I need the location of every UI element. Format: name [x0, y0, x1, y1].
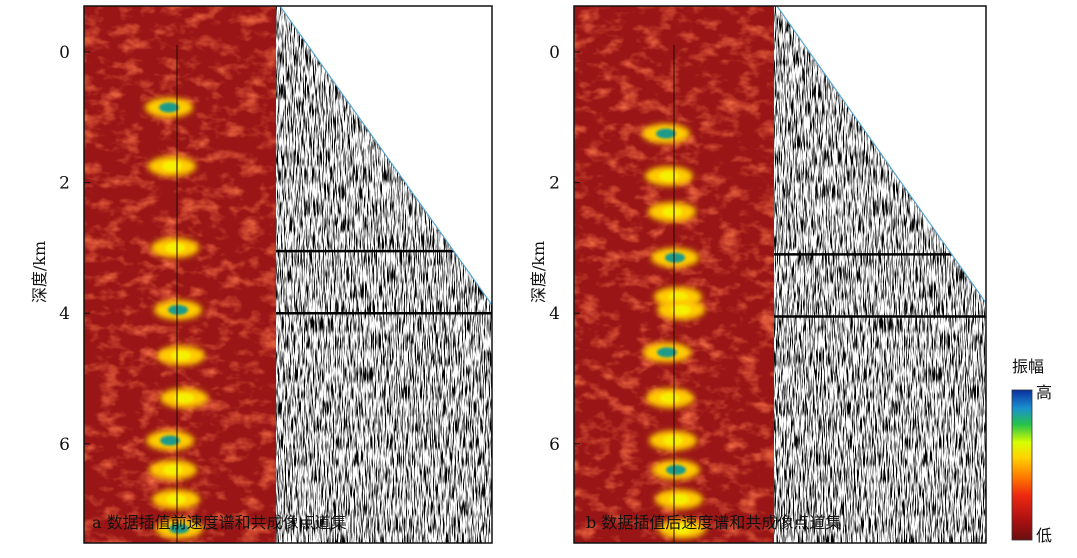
- mute-edge-b: [776, 5, 987, 304]
- depth-axis-a: 0 2 4 6: [59, 43, 90, 455]
- hotspots-b: [642, 123, 706, 539]
- hotspot: [154, 299, 202, 320]
- hotspot: [651, 247, 699, 268]
- panel-b: 0 2 4 6 深度/km b 数据插值后速度谱和共成像点道集: [529, 5, 987, 544]
- hotspot: [642, 123, 690, 144]
- depth-tick-label: 0: [59, 43, 70, 63]
- depth-tick-label: 4: [549, 304, 560, 324]
- hotspot: [648, 201, 696, 222]
- hotspot: [649, 430, 697, 451]
- depth-tick-label: 0: [549, 43, 560, 63]
- depth-tick-label: 6: [59, 435, 70, 455]
- hotspot: [643, 342, 691, 363]
- panel-caption-b: b 数据插值后速度谱和共成像点道集: [586, 513, 841, 532]
- depth-axis-title-a: 深度/km: [30, 241, 49, 303]
- colorbar-high-label: 高: [1036, 383, 1052, 402]
- hotspot: [652, 459, 700, 480]
- hotspot: [148, 156, 196, 177]
- hotspot: [157, 345, 205, 366]
- depth-tick-label: 2: [549, 174, 560, 194]
- depth-axis-b: 0 2 4 6: [549, 43, 580, 455]
- colorbar-legend: 振幅 高 低: [1011, 357, 1052, 545]
- colorbar-low-label: 低: [1036, 526, 1052, 545]
- depth-tick-label: 2: [59, 174, 70, 194]
- hotspot: [145, 97, 193, 118]
- hotspot: [645, 166, 693, 187]
- depth-tick-label: 4: [59, 304, 70, 324]
- panel-caption-a: a 数据插值前速度谱和共成像点道集: [92, 513, 347, 532]
- gather-events-b: [774, 253, 986, 318]
- hotspot: [149, 459, 197, 480]
- depth-axis-title-b: 深度/km: [529, 241, 548, 303]
- velocity-spectrum-texture-a: [84, 6, 276, 543]
- hotspot: [151, 237, 199, 258]
- panel-frame-a: [83, 5, 493, 544]
- hotspot: [146, 430, 194, 451]
- panel-frame-b: [573, 5, 987, 544]
- colorbar-gradient: [1011, 389, 1033, 541]
- hotspot: [657, 299, 705, 320]
- colorbar-title: 振幅: [1012, 357, 1044, 376]
- panel-a: 0 2 4 6 深度/km a 数据插值前速度谱和共成像点道集: [30, 5, 493, 544]
- mute-edge-a: [279, 5, 493, 306]
- depth-tick-label: 6: [549, 435, 560, 455]
- hotspot: [658, 518, 706, 539]
- hotspot: [655, 489, 703, 510]
- hotspot: [160, 388, 208, 409]
- hotspot: [152, 489, 200, 510]
- hotspot: [155, 518, 203, 539]
- hotspot: [646, 388, 694, 409]
